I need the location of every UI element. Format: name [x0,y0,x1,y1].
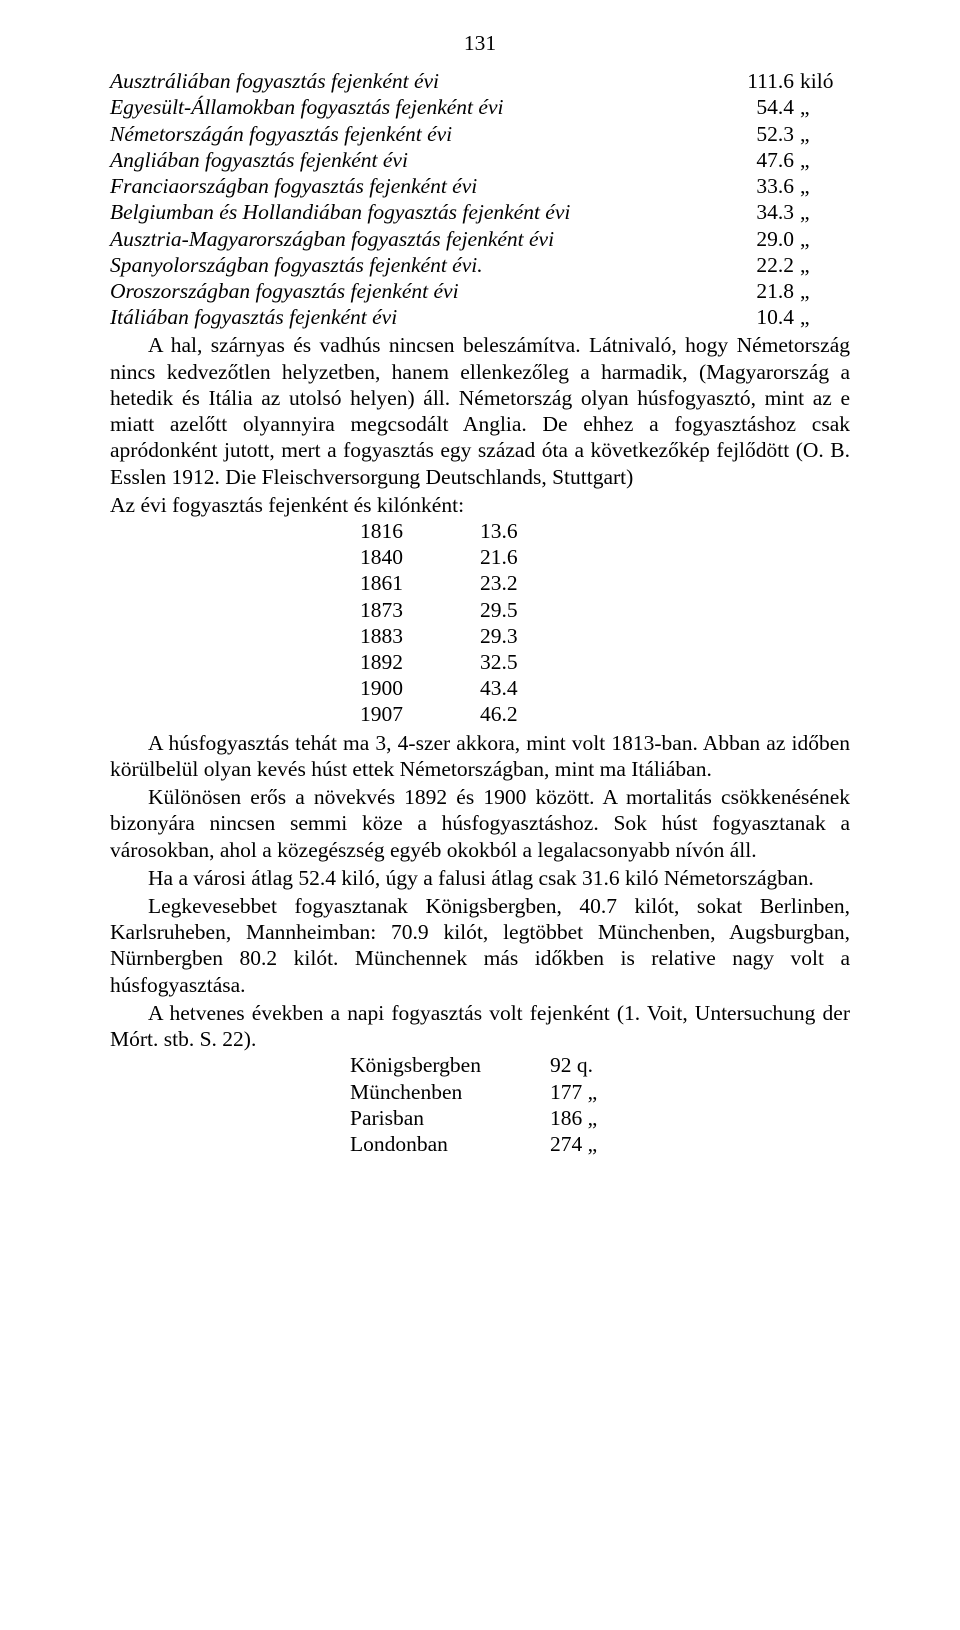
consumption-unit: „ [794,94,850,120]
consumption-row: Ausztria-Magyarországban fogyasztás feje… [110,226,850,252]
year-value: 29.5 [480,597,600,623]
city-row: Münchenben177 „ [110,1079,850,1105]
consumption-label: Oroszországban fogyasztás fejenként évi [110,278,684,304]
consumption-unit: „ [794,304,850,330]
year-row: 188329.3 [110,623,850,649]
consumption-row: Franciaországban fogyasztás fejenként év… [110,173,850,199]
city-value: 186 „ [550,1105,630,1131]
consumption-value: 29.0 [684,226,794,252]
year-value: 21.6 [480,544,600,570]
year-row: 184021.6 [110,544,850,570]
consumption-unit: „ [794,278,850,304]
city-row: Parisban186 „ [110,1105,850,1131]
year-label: 1892 [360,649,480,675]
consumption-value: 33.6 [684,173,794,199]
consumption-value: 47.6 [684,147,794,173]
paragraph-6: A hetvenes években a napi fogyasztás vol… [110,1000,850,1052]
consumption-row: Oroszországban fogyasztás fejenként évi2… [110,278,850,304]
paragraph-5: Legkevesebbet fogyasztanak Königsbergben… [110,893,850,998]
consumption-label: Ausztria-Magyarországban fogyasztás feje… [110,226,684,252]
consumption-unit: „ [794,199,850,225]
year-row: 181613.6 [110,518,850,544]
city-label: Londonban [330,1131,550,1157]
consumption-label: Ausztráliában fogyasztás fejenként évi [110,68,684,94]
year-row: 187329.5 [110,597,850,623]
year-label: 1883 [360,623,480,649]
city-value: 92 q. [550,1052,630,1078]
city-label: Parisban [330,1105,550,1131]
consumption-label: Itáliában fogyasztás fejenként évi [110,304,684,330]
consumption-row: Itáliában fogyasztás fejenként évi10.4„ [110,304,850,330]
city-row: Königsbergben92 q. [110,1052,850,1078]
consumption-value: 52.3 [684,121,794,147]
consumption-value: 22.2 [684,252,794,278]
consumption-unit: „ [794,121,850,147]
consumption-label: Angliában fogyasztás fejenként évi [110,147,684,173]
consumption-unit: „ [794,252,850,278]
consumption-table: Ausztráliában fogyasztás fejenként évi11… [110,68,850,330]
consumption-value: 111.6 [684,68,794,94]
consumption-value: 21.8 [684,278,794,304]
year-row: 190043.4 [110,675,850,701]
year-row: 189232.5 [110,649,850,675]
consumption-label: Franciaországban fogyasztás fejenként év… [110,173,684,199]
city-value: 274 „ [550,1131,630,1157]
city-table: Königsbergben92 q.Münchenben177 „Parisba… [110,1052,850,1157]
consumption-unit: kiló [794,68,850,94]
city-label: Königsbergben [330,1052,550,1078]
consumption-label: Egyesült-Államokban fogyasztás fejenként… [110,94,684,120]
paragraph-2: A húsfogyasztás tehát ma 3, 4-szer akkor… [110,730,850,782]
consumption-unit: „ [794,147,850,173]
city-label: Münchenben [330,1079,550,1105]
year-label: 1816 [360,518,480,544]
consumption-value: 10.4 [684,304,794,330]
consumption-label: Németországán fogyasztás fejenként évi [110,121,684,147]
year-label: 1840 [360,544,480,570]
years-heading: Az évi fogyasztás fejenként és kilónként… [110,492,850,518]
year-label: 1907 [360,701,480,727]
consumption-value: 54.4 [684,94,794,120]
year-value: 29.3 [480,623,600,649]
consumption-label: Belgiumban és Hollandiában fogyasztás fe… [110,199,684,225]
year-row: 190746.2 [110,701,850,727]
city-row: Londonban274 „ [110,1131,850,1157]
consumption-row: Ausztráliában fogyasztás fejenként évi11… [110,68,850,94]
paragraph-1: A hal, szárnyas és vadhús nincsen belesz… [110,332,850,489]
consumption-row: Spanyolországban fogyasztás fejenként év… [110,252,850,278]
consumption-value: 34.3 [684,199,794,225]
year-label: 1900 [360,675,480,701]
city-value: 177 „ [550,1079,630,1105]
consumption-unit: „ [794,226,850,252]
consumption-unit: „ [794,173,850,199]
year-label: 1861 [360,570,480,596]
consumption-row: Belgiumban és Hollandiában fogyasztás fe… [110,199,850,225]
consumption-row: Németországán fogyasztás fejenként évi52… [110,121,850,147]
year-value: 46.2 [480,701,600,727]
year-value: 23.2 [480,570,600,596]
document-page: 131 Ausztráliában fogyasztás fejenként é… [0,0,960,1630]
consumption-row: Angliában fogyasztás fejenként évi47.6„ [110,147,850,173]
page-number: 131 [110,30,850,56]
year-value: 13.6 [480,518,600,544]
year-value: 43.4 [480,675,600,701]
year-label: 1873 [360,597,480,623]
paragraph-3: Különösen erős a növekvés 1892 és 1900 k… [110,784,850,863]
consumption-label: Spanyolországban fogyasztás fejenként év… [110,252,684,278]
year-value: 32.5 [480,649,600,675]
year-table: 181613.6184021.6186123.2187329.5188329.3… [110,518,850,728]
year-row: 186123.2 [110,570,850,596]
consumption-row: Egyesült-Államokban fogyasztás fejenként… [110,94,850,120]
paragraph-4: Ha a városi átlag 52.4 kiló, úgy a falus… [110,865,850,891]
